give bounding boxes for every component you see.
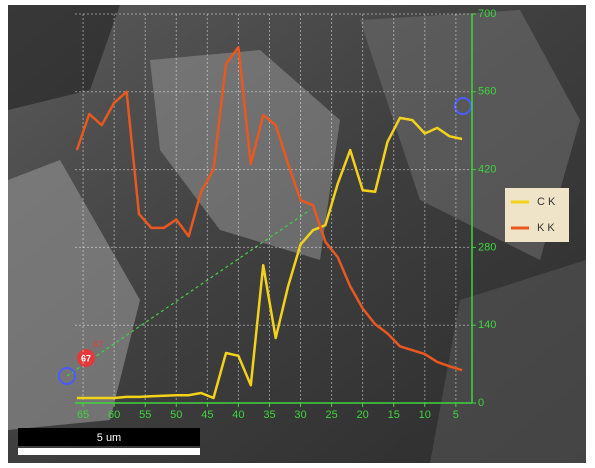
sem-particle: [430, 260, 586, 463]
sem-particle: [8, 160, 140, 430]
y-tick-label: 700: [478, 8, 496, 20]
x-tick-label: 30: [294, 409, 306, 421]
scale-bar-label: 5 um: [97, 432, 121, 444]
x-tick-label: 25: [325, 409, 337, 421]
y-tick-label: 560: [478, 86, 496, 98]
legend-box: [505, 188, 569, 242]
y-tick-label: 0: [478, 397, 484, 409]
legend-label: K K: [537, 222, 555, 234]
x-tick-label: 45: [201, 409, 213, 421]
x-tick-label: 55: [139, 409, 151, 421]
series-line: [75, 46, 463, 372]
y-tick-label: 140: [478, 319, 496, 331]
x-tick-label: 10: [419, 409, 431, 421]
series-line: [76, 116, 463, 400]
x-tick-label: 65: [77, 409, 89, 421]
marker-label: 67: [93, 339, 103, 349]
x-tick-label: 5: [453, 409, 459, 421]
sem-particle: [8, 5, 120, 110]
scale-bar-white: [18, 448, 200, 455]
x-tick-label: 15: [388, 409, 400, 421]
x-tick-label: 60: [108, 409, 120, 421]
legend-label: C K: [537, 196, 556, 208]
scale-bar: [18, 428, 200, 446]
x-tick-label: 40: [232, 409, 244, 421]
scan-start: [58, 367, 76, 385]
scan-end: [454, 97, 472, 115]
sem-particle: [150, 50, 340, 260]
x-tick-label: 20: [357, 409, 369, 421]
marker-label: 67: [81, 353, 91, 363]
marker: [77, 349, 95, 367]
x-tick-label: 50: [170, 409, 182, 421]
scan-line: [66, 209, 311, 377]
y-tick-label: 420: [478, 164, 496, 176]
y-tick-label: 280: [478, 241, 496, 253]
x-tick-label: 35: [263, 409, 275, 421]
